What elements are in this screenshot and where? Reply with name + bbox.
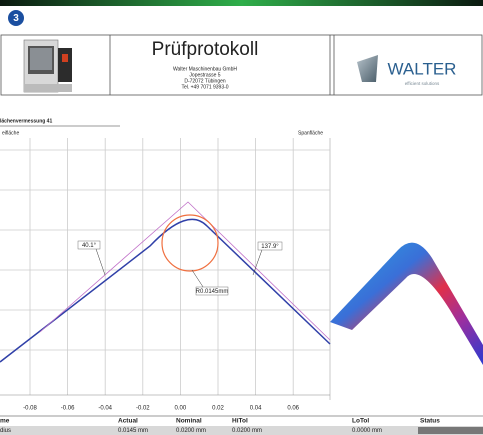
section-title: lächenvermessung 41 bbox=[0, 118, 52, 124]
step-badge bbox=[8, 10, 24, 26]
angle-left: 40.1° bbox=[82, 243, 97, 249]
table-cell: 0.0145 mm bbox=[118, 428, 148, 434]
x-tick-label: 0.02 bbox=[212, 406, 224, 412]
radius-label: R0.0145mm bbox=[196, 289, 229, 295]
tool-3d-render bbox=[330, 242, 483, 365]
measured-profile bbox=[0, 218, 331, 363]
x-tick-label: -0.06 bbox=[61, 406, 75, 412]
table-cell: 0.0200 mm bbox=[232, 428, 262, 434]
table-header: Actual bbox=[118, 418, 138, 425]
header: Prüfprotokoll Walter Maschinenbau GmbHJo… bbox=[0, 34, 483, 96]
table-header: HiTol bbox=[232, 418, 248, 425]
results-table: me Actual Nominal HiTol LoTol Status dius 0.014… bbox=[0, 415, 483, 435]
badge-number: 3 bbox=[13, 13, 19, 24]
logo-text: WALTER bbox=[388, 59, 457, 78]
x-tick-label: 0.06 bbox=[287, 406, 299, 412]
table-header: me bbox=[0, 418, 10, 425]
x-tick-label: 0.04 bbox=[250, 406, 262, 412]
address-line: D-72072 Tübingen bbox=[184, 78, 226, 84]
profile-plot: 40.1° 137.9° R0.0145mm -0.08 -0.06 -0.04 -0… bbox=[0, 138, 331, 412]
top-band bbox=[0, 0, 483, 6]
report-title: Prüfprotokoll bbox=[152, 39, 259, 60]
x-tick-label: -0.08 bbox=[23, 406, 37, 412]
table-header: LoTol bbox=[352, 418, 369, 425]
radius-circle bbox=[161, 214, 219, 272]
table-header: Nominal bbox=[176, 418, 202, 425]
angle-right: 137.9° bbox=[261, 244, 279, 250]
table-row-bg bbox=[0, 426, 483, 435]
address-line: Jopestrasse 5 bbox=[189, 72, 220, 78]
x-tick-label: 0.00 bbox=[175, 406, 187, 412]
left-label: eifläche bbox=[2, 130, 19, 136]
x-tick-label: -0.02 bbox=[136, 406, 150, 412]
right-label: Spanfläche bbox=[298, 130, 323, 136]
x-tick-label: -0.04 bbox=[98, 406, 112, 412]
nominal-profile bbox=[39, 201, 331, 341]
table-header: Status bbox=[420, 418, 440, 425]
table-cell: 0.0000 mm bbox=[352, 428, 382, 434]
logo-tagline: efficient solutions bbox=[405, 81, 440, 86]
table-cell: dius bbox=[0, 428, 11, 434]
table-cell: 0.0200 mm bbox=[176, 428, 206, 434]
status-cell bbox=[418, 427, 483, 434]
machine-image bbox=[23, 39, 72, 93]
header-frame bbox=[0, 34, 483, 96]
address-line: Tel. +49 7071 9393-0 bbox=[181, 84, 228, 90]
address-line: Walter Maschinenbau GmbH bbox=[173, 66, 237, 72]
logo-mark bbox=[357, 55, 378, 82]
